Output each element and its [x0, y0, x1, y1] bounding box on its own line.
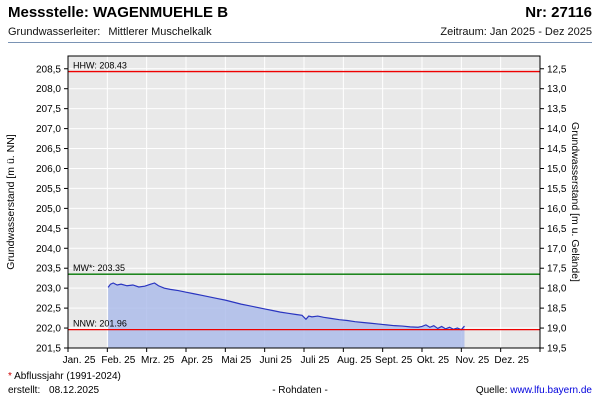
- station-number: Nr: 27116: [525, 4, 592, 21]
- svg-text:205,0: 205,0: [36, 204, 61, 215]
- svg-text:Okt. 25: Okt. 25: [417, 355, 450, 366]
- svg-text:Dez. 25: Dez. 25: [494, 355, 529, 366]
- svg-text:Mai 25: Mai 25: [221, 355, 251, 366]
- svg-text:Nov. 25: Nov. 25: [455, 355, 489, 366]
- svg-text:13,0: 13,0: [547, 84, 567, 95]
- footnote-text: Abflussjahr (1991-2024): [11, 371, 121, 382]
- groundwater-chart: HHW: 208.43 MW*: 203.35 NNW: 201.96 208,5 12…: [5, 55, 581, 366]
- footnote: * Abflussjahr (1991-2024): [8, 371, 121, 382]
- data-type-note: - Rohdaten -: [0, 385, 600, 396]
- svg-text:201,5: 201,5: [36, 344, 61, 355]
- svg-text:17,5: 17,5: [547, 264, 567, 275]
- svg-text:14,5: 14,5: [547, 144, 567, 155]
- svg-text:16,0: 16,0: [547, 204, 567, 215]
- svg-text:203,5: 203,5: [36, 264, 61, 275]
- svg-text:Jan. 25: Jan. 25: [63, 355, 96, 366]
- source-link[interactable]: www.lfu.bayern.de: [510, 385, 592, 396]
- subheader-row: Grundwasserleiter: Mittlerer Muschelkalk …: [8, 26, 592, 43]
- svg-text:NNW: 201.96: NNW: 201.96: [73, 319, 127, 329]
- created-info: erstellt: 08.12.2025: [8, 385, 99, 396]
- svg-text:Feb. 25: Feb. 25: [101, 355, 135, 366]
- svg-text:HHW: 208.43: HHW: 208.43: [73, 61, 127, 71]
- svg-text:18,0: 18,0: [547, 284, 567, 295]
- svg-text:15,0: 15,0: [547, 164, 567, 175]
- svg-text:Aug. 25: Aug. 25: [337, 355, 372, 366]
- aquifer-info: Grundwasserleiter: Mittlerer Muschelkalk: [8, 26, 212, 38]
- svg-text:Sept. 25: Sept. 25: [375, 355, 413, 366]
- svg-text:19,0: 19,0: [547, 324, 567, 335]
- svg-text:208,0: 208,0: [36, 84, 61, 95]
- svg-text:Grundwasserstand [m ü. NN]: Grundwasserstand [m ü. NN]: [5, 134, 17, 269]
- svg-text:Juli 25: Juli 25: [301, 355, 330, 366]
- svg-text:13,5: 13,5: [547, 104, 567, 115]
- created-date: 08.12.2025: [49, 385, 100, 396]
- svg-text:202,5: 202,5: [36, 304, 61, 315]
- aquifer-label: Grundwasserleiter:: [8, 26, 101, 38]
- svg-text:208,5: 208,5: [36, 64, 61, 75]
- rohdaten-label: - Rohdaten -: [272, 385, 328, 396]
- svg-text:206,5: 206,5: [36, 144, 61, 155]
- period-label: Zeitraum: Jan 2025 - Dez 2025: [440, 26, 592, 38]
- svg-text:15,5: 15,5: [547, 184, 567, 195]
- svg-text:17,0: 17,0: [547, 244, 567, 255]
- svg-text:207,0: 207,0: [36, 124, 61, 135]
- header-row: Messstelle: WAGENMUEHLE B Nr: 27116: [8, 4, 592, 21]
- svg-text:19,5: 19,5: [547, 344, 567, 355]
- svg-text:Juni 25: Juni 25: [260, 355, 293, 366]
- footnote-asterisk: *: [8, 371, 12, 382]
- svg-text:18,5: 18,5: [547, 304, 567, 315]
- svg-text:204,0: 204,0: [36, 244, 61, 255]
- created-label: erstellt:: [8, 385, 41, 396]
- svg-text:Mrz. 25: Mrz. 25: [141, 355, 175, 366]
- svg-text:203,0: 203,0: [36, 284, 61, 295]
- svg-text:MW*: 203.35: MW*: 203.35: [73, 263, 125, 273]
- svg-text:Apr. 25: Apr. 25: [181, 355, 213, 366]
- svg-text:12,5: 12,5: [547, 64, 567, 75]
- aquifer-value: Mittlerer Muschelkalk: [108, 26, 212, 38]
- svg-text:202,0: 202,0: [36, 324, 61, 335]
- svg-text:14,0: 14,0: [547, 124, 567, 135]
- source-label: Quelle:: [475, 385, 508, 396]
- source-info: Quelle: www.lfu.bayern.de: [476, 385, 592, 396]
- svg-text:205,5: 205,5: [36, 184, 61, 195]
- svg-text:204,5: 204,5: [36, 224, 61, 235]
- svg-text:Grundwasserstand [m u. Gelände: Grundwasserstand [m u. Gelände]: [569, 122, 581, 282]
- svg-text:207,5: 207,5: [36, 104, 61, 115]
- svg-text:16,5: 16,5: [547, 224, 567, 235]
- page-title: Messstelle: WAGENMUEHLE B: [8, 4, 229, 21]
- svg-text:206,0: 206,0: [36, 164, 61, 175]
